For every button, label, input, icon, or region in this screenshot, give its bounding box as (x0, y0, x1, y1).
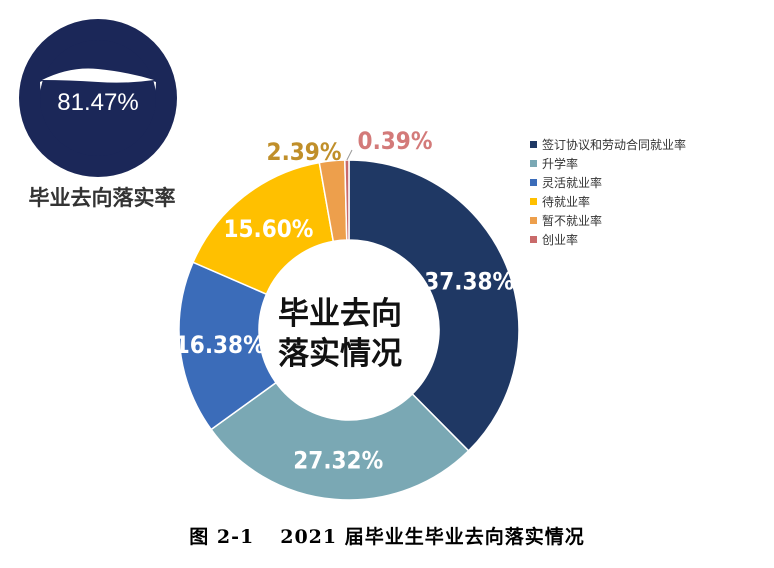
figure-caption: 图 2-1 2021 届毕业生毕业去向落实情况 (0, 522, 774, 549)
slice-3 (178, 261, 278, 431)
center-label-line-1: 毕业去向 (278, 296, 402, 332)
legend-label-2: 升学率 (542, 156, 578, 171)
legend-swatch-2 (530, 160, 537, 167)
slice-1 (348, 159, 520, 452)
slice-value-label-1: 37.38% (424, 268, 514, 296)
legend-swatch-1 (530, 141, 537, 148)
slice-6 (344, 159, 350, 241)
legend-swatch-3 (530, 179, 537, 186)
badge-label: 毕业去向落实率 (29, 186, 176, 210)
slice-2 (210, 381, 470, 501)
slice-value-label-2: 27.32% (293, 447, 383, 475)
leader-line-6 (346, 149, 353, 161)
slice-value-label-3: 16.38% (175, 331, 265, 359)
figure-canvas: 81.47% 毕业去向落实率 37.38% 27.32% 16.38% 15.60% 2… (19, 19, 686, 501)
legend-label-4: 待就业率 (542, 194, 590, 209)
legend-swatch-5 (530, 217, 537, 224)
legend-label-6: 创业率 (542, 232, 578, 247)
legend-label-3: 灵活就业率 (542, 175, 602, 190)
badge-core (40, 40, 156, 156)
legend-swatch-6 (530, 236, 537, 243)
slice-value-label-6: 0.39% (358, 127, 433, 155)
slice-value-label-4: 15.60% (223, 215, 313, 243)
badge-wave-crest (42, 68, 154, 83)
badge: 81.47% 毕业去向落实率 (19, 19, 177, 210)
legend-label-1: 签订协议和劳动合同就业率 (542, 137, 686, 152)
caption-text: 2021 届毕业生毕业去向落实情况 (280, 526, 585, 548)
badge-value: 81.47% (57, 89, 138, 116)
donut-center-label: 毕业去向 落实情况 (278, 296, 402, 372)
center-label-line-2: 落实情况 (278, 336, 402, 372)
caption-number: 图 2-1 (189, 526, 255, 548)
slice-value-label-5: 2.39% (267, 138, 342, 166)
slice-labels: 37.38% 27.32% 16.38% 15.60% 2.39% 0.39% (175, 127, 514, 475)
legend-label-5: 暂不就业率 (542, 213, 602, 228)
donut-chart (178, 159, 520, 501)
legend-swatch-4 (530, 198, 537, 205)
